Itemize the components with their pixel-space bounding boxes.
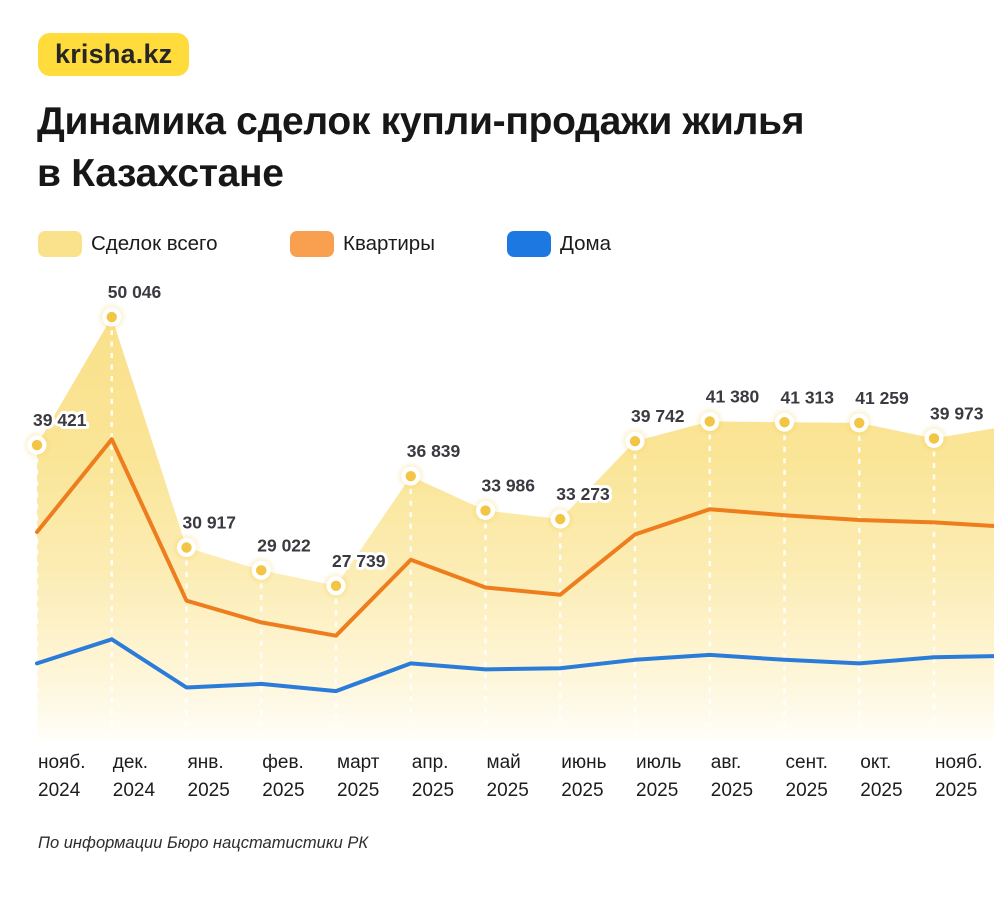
data-point-core: [555, 513, 566, 525]
x-axis-month-label: июнь: [561, 752, 606, 773]
data-point-core: [928, 433, 940, 444]
data-point-marker: [22, 430, 52, 461]
x-axis-year-label: 2024: [113, 780, 156, 801]
data-point-core: [629, 435, 641, 447]
chart-legend: Сделок всего Квартиры Дома: [0, 231, 994, 257]
point-value-label: 50 046: [108, 282, 162, 302]
x-axis-month-label: нояб.: [38, 752, 86, 773]
data-point-marker: [769, 407, 800, 438]
x-axis-year-label: 2025: [487, 780, 529, 801]
data-point-marker: [171, 532, 202, 563]
x-axis-month-label: апр.: [412, 752, 449, 773]
legend-label-total: Сделок всего: [91, 232, 218, 255]
data-point-core: [330, 580, 342, 591]
x-axis-month-label: нояб.: [935, 752, 983, 773]
data-point-core: [31, 439, 43, 451]
point-value-label: 33 986: [482, 476, 536, 496]
legend-item-total: Сделок всего: [38, 231, 217, 257]
point-value-label: 29 022: [257, 535, 311, 555]
data-point-marker: [844, 407, 875, 438]
x-axis-month-label: окт.: [860, 752, 891, 773]
x-axis-month-label: авг.: [711, 752, 742, 773]
point-value-label: 39 973: [930, 403, 984, 423]
x-axis-year-label: 2025: [860, 780, 902, 801]
legend-item-apartments: Квартиры: [290, 231, 435, 257]
x-axis-month-label: май: [487, 752, 521, 773]
x-axis-month-label: фев.: [262, 752, 304, 773]
data-point-marker: [694, 406, 725, 437]
data-point-marker: [395, 461, 426, 492]
x-axis-year-label: 2025: [935, 780, 977, 801]
data-point-marker: [620, 426, 650, 457]
data-point-marker: [470, 495, 501, 526]
data-point-core: [181, 542, 192, 553]
data-point-marker: [246, 555, 277, 586]
data-point-marker: [321, 570, 351, 601]
data-point-core: [704, 416, 715, 427]
data-point-core: [256, 565, 267, 576]
point-value-label: 39 742: [631, 406, 685, 426]
houses-line: [35, 637, 994, 694]
x-axis-month-label: янв.: [188, 752, 224, 773]
x-axis-year-label: 2025: [337, 780, 379, 801]
legend-swatch-total: [38, 231, 82, 257]
x-axis-year-label: 2025: [561, 780, 603, 801]
x-axis-year-label: 2025: [412, 780, 454, 801]
data-point-marker: [545, 504, 576, 535]
data-point-core: [779, 417, 790, 428]
legend-item-houses: Дома: [507, 231, 611, 257]
page-title-line2: в Казахстане: [37, 152, 284, 195]
x-axis-year-label: 2025: [786, 780, 828, 801]
data-point-core: [405, 470, 416, 482]
page-title: Динамика сделок купли-продажи жилья в Ка…: [37, 96, 804, 200]
x-axis-year-label: 2025: [636, 780, 678, 801]
point-value-label: 39 421: [33, 410, 87, 430]
data-point-core: [480, 505, 491, 516]
point-value-label: 41 259: [855, 388, 909, 408]
point-value-label: 41 380: [706, 386, 760, 406]
x-axis-month-label: сент.: [786, 752, 828, 773]
source-note: По информации Бюро нацстатистики РК: [38, 834, 369, 852]
legend-swatch-houses: [507, 231, 551, 257]
x-axis-year-label: 2025: [262, 780, 304, 801]
total-deals-area: [37, 317, 994, 741]
apartments-line: [35, 437, 994, 638]
point-value-label: 41 313: [781, 387, 835, 407]
x-axis-month-label: июль: [636, 752, 682, 773]
point-value-label: 27 739: [332, 551, 386, 571]
x-axis-month-label: март: [337, 752, 380, 773]
point-value-label: 33 273: [556, 484, 610, 504]
x-axis-year-label: 2025: [711, 780, 753, 801]
data-point-core: [106, 311, 117, 323]
legend-label-houses: Дома: [560, 232, 612, 255]
point-value-label: 36 839: [407, 441, 461, 461]
data-point-core: [854, 417, 865, 429]
point-value-label: 30 917: [183, 513, 237, 533]
krisha-logo-badge: krisha.kz: [38, 33, 190, 76]
x-axis-year-label: 2024: [38, 780, 81, 801]
page-title-line1: Динамика сделок купли-продажи жилья: [37, 100, 805, 143]
x-axis-year-label: 2025: [188, 780, 230, 801]
legend-swatch-apartments: [290, 231, 334, 257]
legend-label-apartments: Квартиры: [343, 232, 435, 255]
data-point-marker: [96, 302, 127, 333]
data-point-marker: [919, 423, 949, 454]
x-axis-month-label: дек.: [113, 752, 148, 773]
